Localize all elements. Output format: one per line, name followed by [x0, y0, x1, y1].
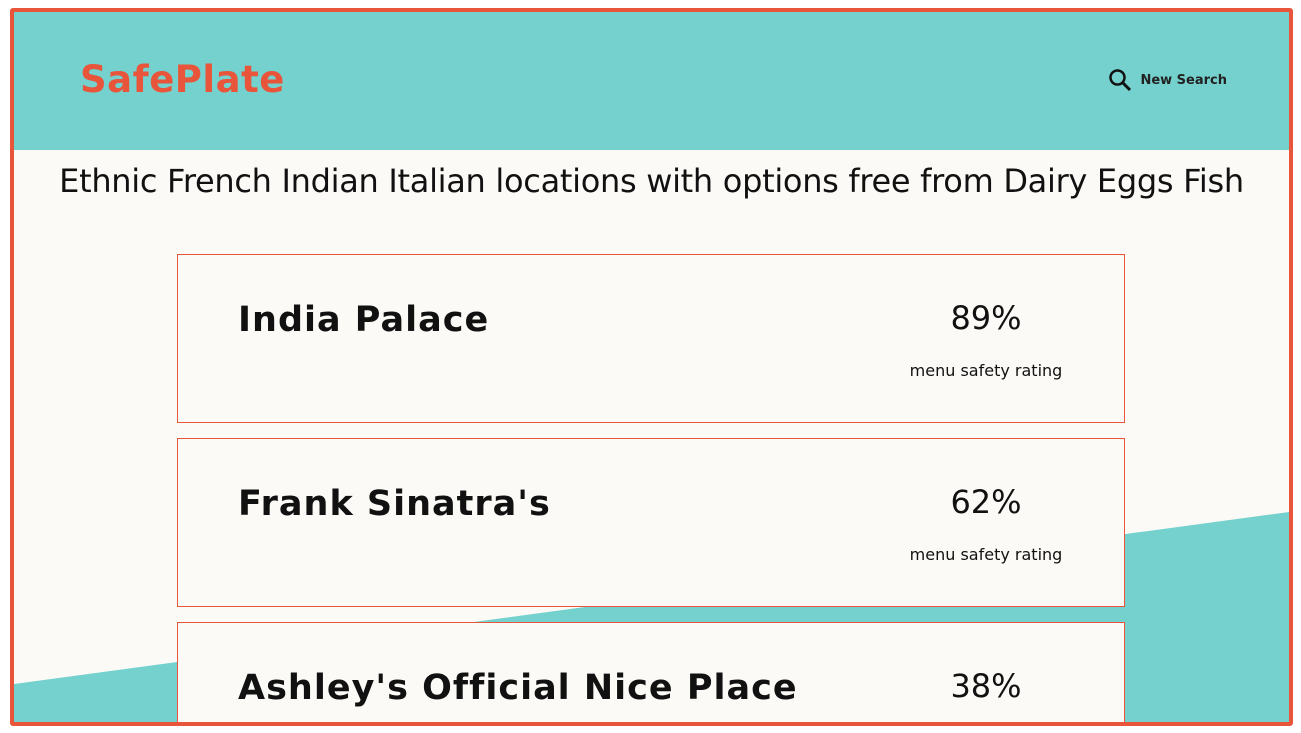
- result-card[interactable]: India Palace 89% menu safety rating: [177, 254, 1125, 423]
- restaurant-name: India Palace: [238, 300, 490, 340]
- search-icon: [1109, 69, 1132, 92]
- app-window: SafePlate New Search Ethnic French India…: [10, 8, 1293, 726]
- restaurant-name: Ashley's Official Nice Place: [238, 668, 798, 708]
- safety-rating: 62%: [950, 483, 1022, 521]
- result-card[interactable]: Ashley's Official Nice Place 38%: [177, 622, 1125, 722]
- safety-rating: 38%: [950, 667, 1022, 705]
- header: SafePlate New Search: [14, 12, 1289, 150]
- rating-label: menu safety rating: [909, 361, 1063, 380]
- result-card[interactable]: Frank Sinatra's 62% menu safety rating: [177, 438, 1125, 607]
- safety-rating: 89%: [950, 299, 1022, 337]
- restaurant-name: Frank Sinatra's: [238, 484, 551, 524]
- new-search-button[interactable]: New Search: [1108, 68, 1227, 92]
- logo[interactable]: SafePlate: [80, 58, 285, 101]
- rating-label: menu safety rating: [909, 545, 1063, 564]
- new-search-text: New Search: [1140, 72, 1227, 88]
- page-heading: Ethnic French Indian Italian locations w…: [59, 162, 1244, 200]
